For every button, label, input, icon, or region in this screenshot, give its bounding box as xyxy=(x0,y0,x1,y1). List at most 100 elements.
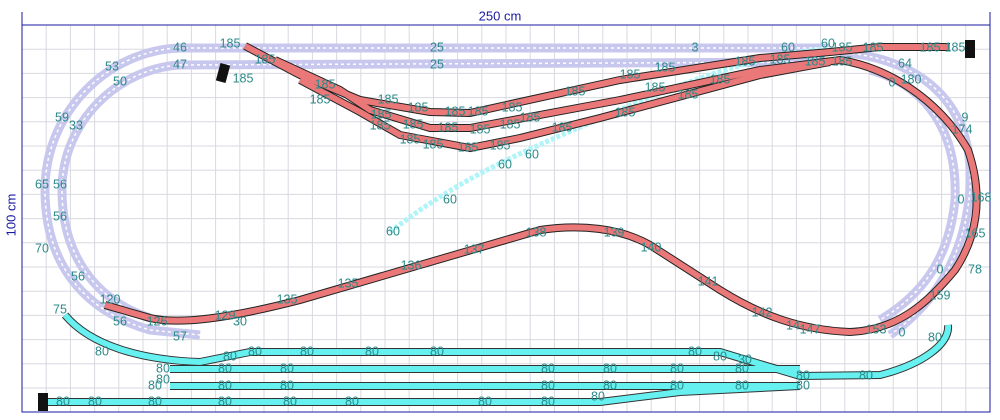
buffer-stop xyxy=(38,393,48,411)
track-label: 185 xyxy=(403,117,424,131)
track-label: 180 xyxy=(901,72,922,86)
track-label: 139 xyxy=(604,225,625,239)
track-label: 185 xyxy=(310,92,331,106)
track-label: 185 xyxy=(470,122,491,136)
track-label: 185 xyxy=(255,52,276,66)
track-label: 60 xyxy=(498,157,512,171)
track-label: 185 xyxy=(565,84,586,98)
track-label: 80 xyxy=(478,394,492,408)
track-label: 185 xyxy=(438,120,459,134)
track-label: 80 xyxy=(156,361,170,375)
track-label: 185 xyxy=(678,87,699,101)
track-label: 60 xyxy=(386,224,400,238)
track-label: 80 xyxy=(796,368,810,382)
track-label: 185 xyxy=(220,36,241,50)
track-label: 159 xyxy=(930,288,951,302)
track-label: 185 xyxy=(710,72,731,86)
track-label: 56 xyxy=(113,314,127,328)
track-label: 80 xyxy=(88,394,102,408)
track-label: 0 xyxy=(889,75,896,89)
track-label: 185 xyxy=(233,71,254,85)
buffer-stop xyxy=(215,63,231,83)
track-label: 80 xyxy=(541,394,555,408)
track-label: 80 xyxy=(688,344,702,358)
track-label: 185 xyxy=(400,132,421,146)
track-label: 185 xyxy=(863,40,884,54)
board-outline xyxy=(21,24,991,413)
track-label: 185 xyxy=(502,100,523,114)
track-label: 0 xyxy=(958,192,965,206)
track-label: 185 xyxy=(468,104,489,118)
track-label: 3 xyxy=(692,40,699,54)
track-label: 80 xyxy=(56,394,70,408)
track-label: 185 xyxy=(371,107,392,121)
track-label: 185 xyxy=(408,100,429,114)
track-label: 126 xyxy=(147,314,168,328)
track-label: 70 xyxy=(35,241,49,255)
track-label: 80 xyxy=(148,394,162,408)
lavender-tracks xyxy=(40,43,975,340)
track-label: 80 xyxy=(148,378,162,392)
track-label: 53 xyxy=(105,59,119,73)
track-label: 46 xyxy=(173,40,187,54)
track-label: 30 xyxy=(738,352,752,366)
track-label: 185 xyxy=(832,40,853,54)
track-label: 120 xyxy=(100,292,121,306)
track-label: 185 xyxy=(735,54,756,68)
track-label: 30 xyxy=(233,314,247,328)
track-label: 141 xyxy=(698,274,719,288)
track-label: 185 xyxy=(655,60,676,74)
track-label: 185 xyxy=(520,110,541,124)
track-label: 80 xyxy=(280,378,294,392)
track-label: 185 xyxy=(945,40,966,54)
track-label: 60 xyxy=(781,40,795,54)
track-label: 185 xyxy=(832,54,853,68)
track-label: 80 xyxy=(218,378,232,392)
track-label: 185 xyxy=(378,92,399,106)
track-label: 137 xyxy=(464,242,485,256)
track-label: 65 xyxy=(35,177,49,191)
track-label: 56 xyxy=(53,209,67,223)
track-label: 0 xyxy=(937,262,944,276)
track-label: 80 xyxy=(859,368,873,382)
track-label: 174 xyxy=(952,122,973,136)
track-label: 80 xyxy=(218,394,232,408)
track-label: 129 xyxy=(215,308,236,322)
track-label: 75 xyxy=(53,302,67,316)
track-label: 142 xyxy=(752,305,773,319)
track-label: 185 xyxy=(620,67,641,81)
track-label: 56 xyxy=(71,269,85,283)
track-label: 80 xyxy=(796,378,810,392)
track-label: 185 xyxy=(615,105,636,119)
track-label: 80 xyxy=(735,361,749,375)
track-label: 80 xyxy=(365,344,379,358)
track-label: 80 xyxy=(670,361,684,375)
track-label: 80 xyxy=(345,394,359,408)
track-label: 147 xyxy=(800,322,821,336)
track-label: 33 xyxy=(69,118,83,132)
track-label: 80 xyxy=(156,372,170,386)
track-label: 9 xyxy=(962,110,969,124)
track-label: 185 xyxy=(423,137,444,151)
track-label: 80 xyxy=(928,330,942,344)
track-label: 80 xyxy=(603,378,617,392)
track-label: 168 xyxy=(971,190,992,204)
width-label: 250 cm xyxy=(479,8,522,23)
track-label: 80 xyxy=(591,389,605,403)
track-label: 0 xyxy=(899,325,906,339)
track-label: 80 xyxy=(541,378,555,392)
track-label: 185 xyxy=(920,40,941,54)
track-label: 80 xyxy=(430,344,444,358)
track-label: 185 xyxy=(552,120,573,134)
track-label: 78 xyxy=(968,262,982,276)
track-label: 80 xyxy=(280,361,294,375)
track-label: 185 xyxy=(645,80,666,94)
track-label: 60 xyxy=(821,36,835,50)
track-label: 80 xyxy=(95,344,109,358)
track-label: 25 xyxy=(430,57,444,71)
track-label: 50 xyxy=(113,74,127,88)
track-label: 80 xyxy=(713,349,727,363)
track-label: 185 xyxy=(500,117,521,131)
